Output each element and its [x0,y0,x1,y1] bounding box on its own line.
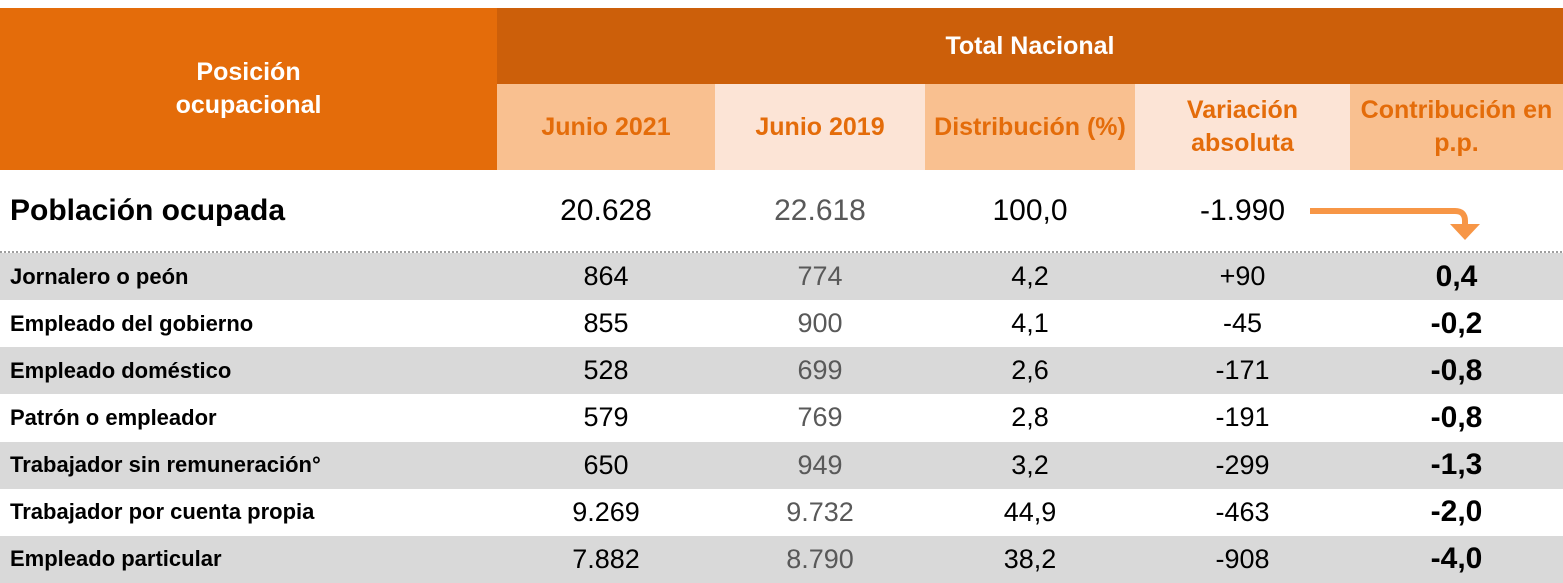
column-header: Variación absoluta [1135,84,1350,170]
contribution: -0,8 [1350,394,1563,442]
cell-value: 949 [715,441,925,489]
total-value: 22.618 [774,194,866,227]
arrow-head [1450,224,1480,240]
cell-value: -908 [1135,535,1350,583]
cell-value: 774 [715,253,925,301]
row-label: Empleado doméstico [0,347,497,395]
total-value: -1.990 [1199,194,1286,227]
cell-value: 769 [715,394,925,442]
row-label: Trabajador sin remuneración° [0,441,497,489]
cell-value: 900 [715,300,925,348]
cell-value: -299 [1135,441,1350,489]
total-value: 100,0 [992,194,1068,227]
cell-value: 579 [497,394,715,442]
cell-value: 4,2 [925,253,1135,301]
cell-value: 9.269 [497,488,715,536]
row-label: Patrón o empleador [0,394,497,442]
total-value: 20.628 [560,194,652,227]
cell-value: 864 [497,253,715,301]
row-header: Posición ocupacional [0,8,497,170]
cell-value: +90 [1135,253,1350,301]
contribution: -0,8 [1350,347,1563,395]
cell-value: -191 [1135,394,1350,442]
cell-value: 528 [497,347,715,395]
column-header: Contribución en p.p. [1350,84,1563,170]
contribution: -4,0 [1350,535,1563,583]
total-label: Población ocupada [10,194,286,227]
cell-value: 2,6 [925,347,1135,395]
row-label: Empleado del gobierno [0,300,497,348]
cell-value: 855 [497,300,715,348]
group-header: Total Nacional [497,8,1563,84]
cell-value: 9.732 [715,488,925,536]
row-label: Trabajador por cuenta propia [0,488,497,536]
contribution: 0,4 [1350,253,1563,301]
column-header: Junio 2019 [715,84,925,170]
cell-value: 650 [497,441,715,489]
contribution: -1,3 [1350,441,1563,489]
cell-value: 44,9 [925,488,1135,536]
cell-value: 7.882 [497,535,715,583]
cell-value: 2,8 [925,394,1135,442]
column-header: Junio 2021 [497,84,715,170]
cell-value: 4,1 [925,300,1135,348]
cell-value: 38,2 [925,535,1135,583]
cell-value: 8.790 [715,535,925,583]
row-label: Empleado particular [0,535,497,583]
cell-value: 3,2 [925,441,1135,489]
row-label: Jornalero o peón [0,253,497,301]
cell-value: -171 [1135,347,1350,395]
cell-value: -463 [1135,488,1350,536]
cell-value: -45 [1135,300,1350,348]
contribution: -0,2 [1350,300,1563,348]
column-header: Distribución (%) [925,84,1135,170]
cell-value: 699 [715,347,925,395]
contribution: -2,0 [1350,488,1563,536]
